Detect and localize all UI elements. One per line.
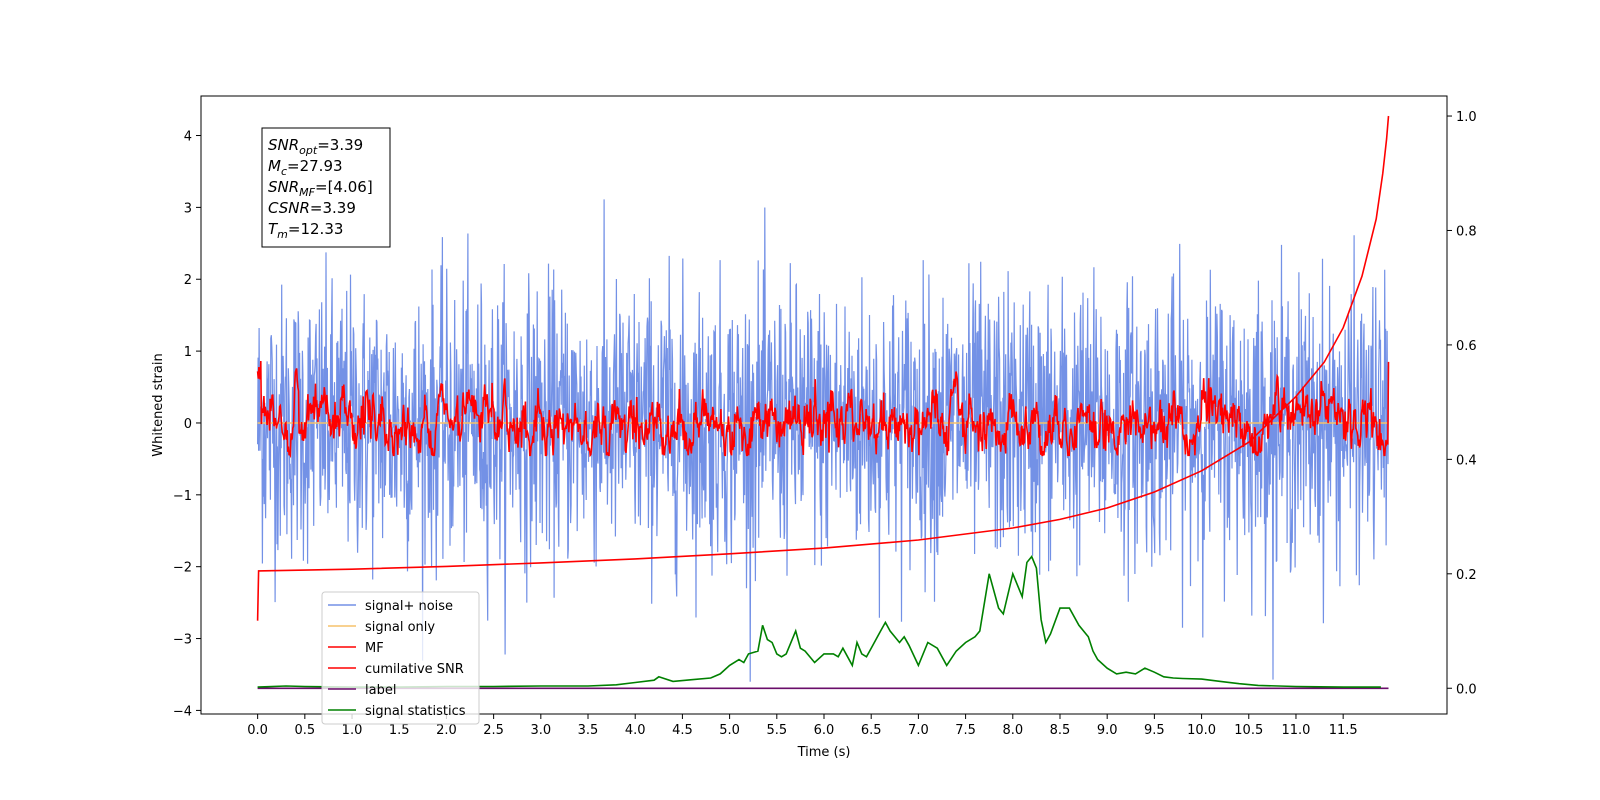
info-line-snr-mf: SNRMF=[4.06] — [268, 178, 373, 199]
x-tick-label: 7.5 — [955, 723, 976, 738]
info-line-m-c: Mc=27.93 — [268, 157, 343, 178]
y-tick-label: 4 — [184, 130, 192, 145]
x-tick-label: 7.0 — [908, 723, 929, 738]
plot-area — [256, 115, 1390, 690]
info-line-csnr: CSNR=3.39 — [268, 199, 356, 217]
x-tick-label: 6.5 — [861, 723, 882, 738]
legend-label-label: label — [365, 683, 396, 698]
info-line-snr-opt: SNRopt=3.39 — [268, 136, 363, 157]
legend: signal+ noise signal only MF cumilative SNR… — [321, 591, 480, 725]
legend-frame — [321, 591, 480, 725]
y2-tick-label: 0.2 — [1456, 568, 1477, 583]
legend-label-signal-statistics: signal statistics — [365, 704, 466, 719]
x-tick-label: 5.5 — [766, 723, 787, 738]
legend-label-signal-only: signal only — [365, 620, 435, 635]
x-tick-label: 1.5 — [389, 723, 410, 738]
x-tick-label: 8.5 — [1050, 723, 1071, 738]
x-tick-label: 4.5 — [672, 723, 693, 738]
x-tick-label: 4.0 — [625, 723, 646, 738]
x-tick-label: 11.5 — [1329, 723, 1358, 738]
x-axis-label: Time (s) — [797, 745, 851, 760]
y-axis-label: Whitened strain — [151, 353, 166, 456]
legend-label-mf: MF — [365, 641, 384, 656]
x-tick-label: 3.0 — [530, 723, 551, 738]
x-tick-label: 10.0 — [1187, 723, 1216, 738]
info-box-frame — [261, 127, 391, 248]
series-cumilative-snr — [256, 115, 1390, 621]
x-tick-label: 0.0 — [247, 723, 268, 738]
y-tick-label: 2 — [184, 273, 192, 288]
x-tick-label: 2.5 — [483, 723, 504, 738]
x-tick-label: 2.0 — [436, 723, 457, 738]
y2-tick-label: 0.4 — [1456, 453, 1477, 468]
y-tick-label: 0 — [184, 417, 192, 432]
x-tick-label: 11.0 — [1281, 723, 1310, 738]
x-tick-label: 9.5 — [1144, 723, 1165, 738]
y2-tick-label: 0.6 — [1456, 339, 1477, 354]
y-tick-label: 1 — [184, 345, 192, 360]
y-tick-label: −2 — [173, 561, 192, 576]
info-line-t-m: Tm=12.33 — [268, 220, 343, 241]
y-tick-label: 3 — [184, 201, 192, 216]
y2-tick-label: 1.0 — [1456, 110, 1477, 125]
x-tick-label: 6.0 — [814, 723, 835, 738]
legend-label-signal-noise: signal+ noise — [365, 599, 453, 614]
series-signal-statistics — [257, 555, 1381, 688]
y-tick-label: −4 — [173, 704, 192, 719]
x-tick-label: 9.0 — [1097, 723, 1118, 738]
info-box: SNRopt=3.39Mc=27.93SNRMF=[4.06]CSNR=3.39… — [261, 127, 391, 248]
axes: 0.0 0.5 1.0 1.5 2.0 2.5 3.0 3.5 4.0 4.5 5.0 5.5 6.0 6… — [173, 110, 1477, 738]
x-tick-label: 1.0 — [342, 723, 363, 738]
x-tick-label: 8.0 — [1002, 723, 1023, 738]
x-tick-label: 0.5 — [294, 723, 315, 738]
x-tick-label: 5.0 — [719, 723, 740, 738]
x-tick-label: 3.5 — [578, 723, 599, 738]
series-mf — [256, 360, 1390, 459]
y2-tick-label: 0.8 — [1456, 224, 1477, 239]
x-tick-label: 10.5 — [1234, 723, 1263, 738]
y2-tick-label: 0.0 — [1456, 682, 1477, 697]
legend-label-cumilative-snr: cumilative SNR — [365, 662, 464, 677]
y-tick-label: −1 — [173, 489, 192, 504]
y-tick-label: −3 — [173, 633, 192, 648]
